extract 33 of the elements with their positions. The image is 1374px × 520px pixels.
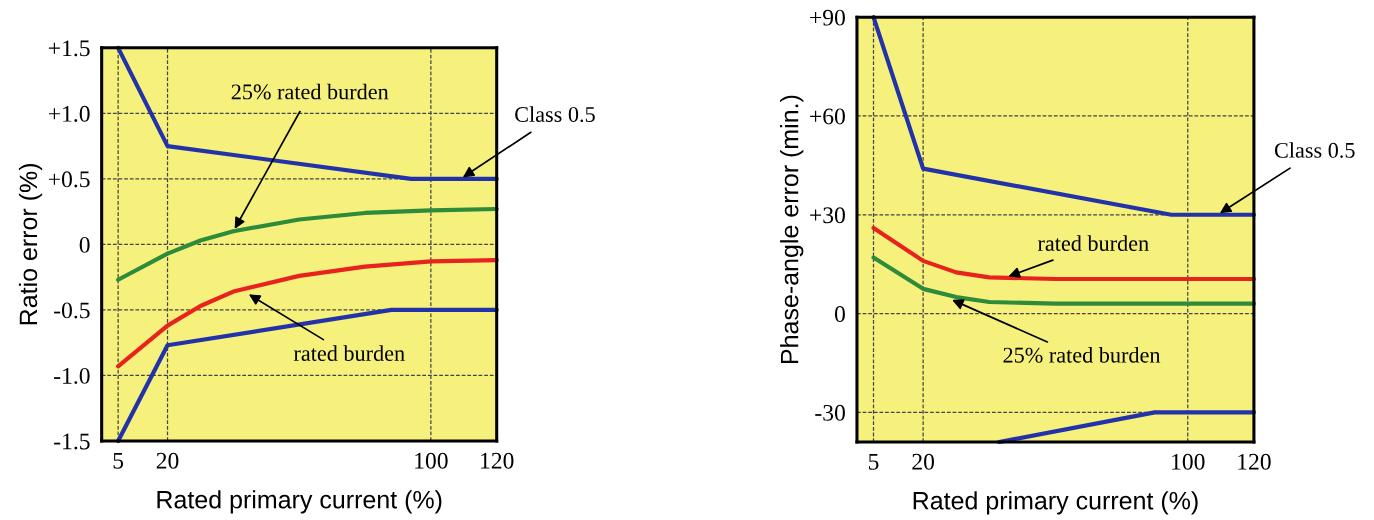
annotation: rated burden [1037, 235, 1149, 251]
y-tick-label: 0 [79, 236, 90, 253]
x-tick-label: 5 [868, 454, 879, 470]
y-tick-label: -0.5 [54, 302, 90, 319]
annotation: Class 0.5 [1274, 142, 1355, 158]
line-series [871, 225, 1256, 282]
y-tick-label: +90 [810, 9, 845, 26]
y-tick-label: 0 [834, 306, 845, 322]
y-tick-label: +60 [810, 108, 845, 125]
y-tick-label: -1.0 [54, 367, 90, 384]
y-tick-label: -1.5 [54, 433, 90, 450]
annotation: rated burden [293, 345, 405, 361]
y-axis-title: Ratio error (%) [18, 163, 43, 325]
x-tick-label: 5 [113, 452, 124, 469]
y-tick-label: +0.5 [48, 171, 90, 188]
y-axis-title: Phase-angle error (min.) [780, 95, 804, 363]
y-tick-label: +30 [810, 207, 845, 224]
y-tick-label: +1.0 [48, 105, 90, 122]
line-series [116, 206, 499, 282]
x-axis-title: Rated primary current (%) [157, 490, 442, 514]
x-tick-label: 20 [912, 453, 935, 470]
x-tick-label: 120 [481, 452, 514, 469]
y-tick-label: -30 [815, 404, 845, 421]
x-axis-title: Rated primary current (%) [913, 491, 1198, 515]
annotation: Class 0.5 [515, 106, 595, 123]
y-tick-label: +1.5 [48, 40, 90, 57]
x-tick-label: 120 [1238, 453, 1271, 470]
annotation: 25% rated burden [1003, 347, 1161, 363]
x-tick-label: 100 [1172, 453, 1205, 470]
line-series [116, 258, 499, 369]
annotation: 25% rated burden [231, 83, 389, 100]
x-tick-label: 100 [415, 452, 448, 469]
x-tick-label: 20 [156, 452, 179, 469]
